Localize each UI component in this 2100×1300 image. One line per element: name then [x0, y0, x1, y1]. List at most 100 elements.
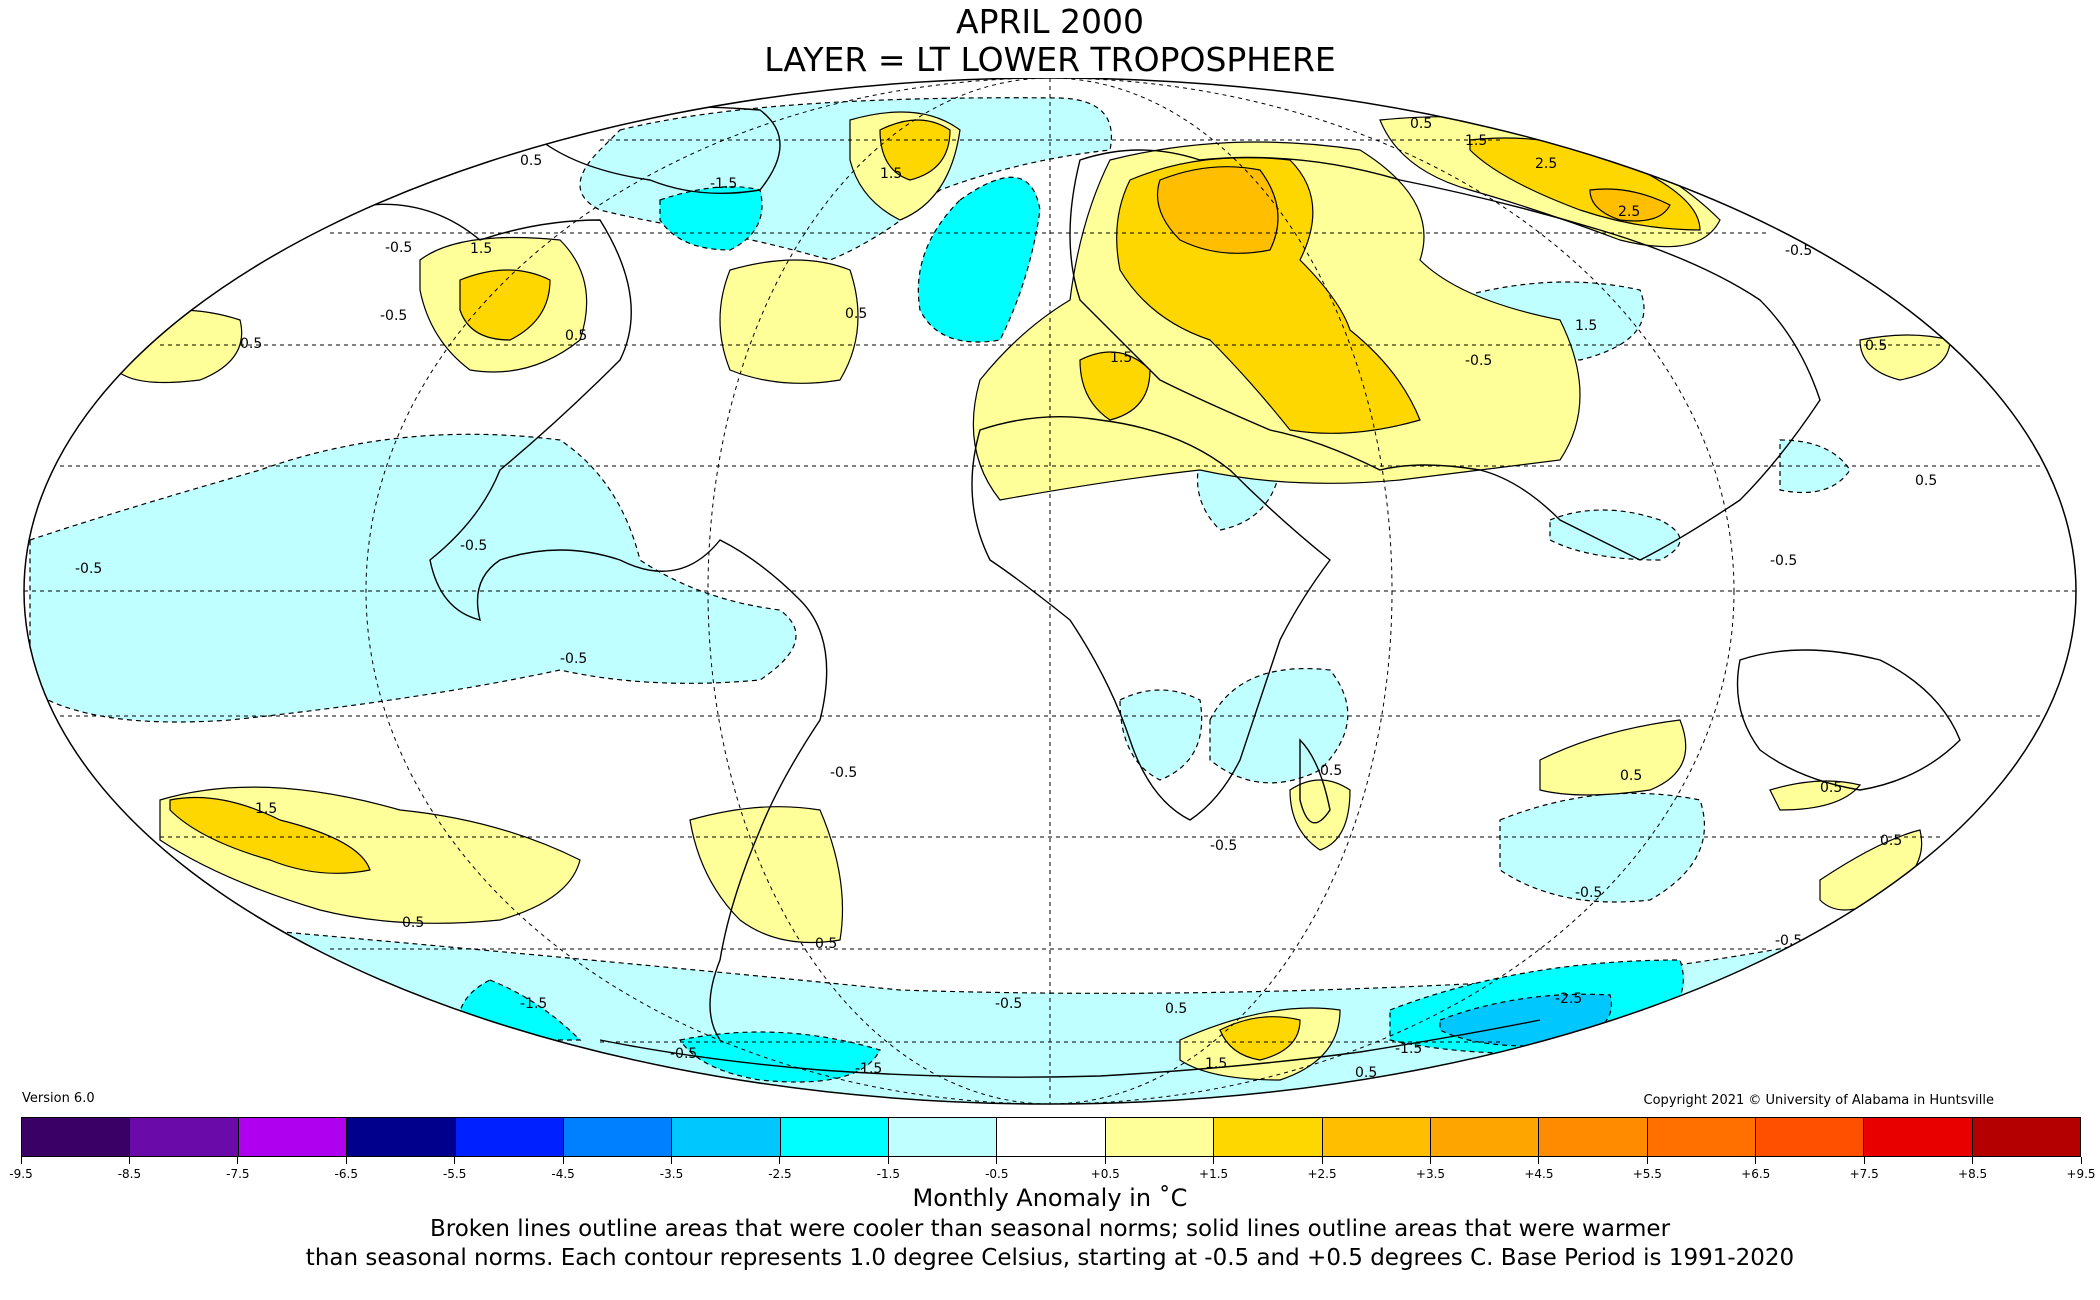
colorbar-tick-label: +7.5: [1849, 1167, 1879, 1181]
svg-text:0.5: 0.5: [240, 336, 262, 352]
svg-text:-1.5: -1.5: [520, 996, 547, 1012]
colorbar-tick-label: -3.5: [659, 1167, 684, 1181]
colorbar-tick: [1646, 1157, 1648, 1164]
graticule: [24, 78, 2076, 1104]
svg-text:0.5: 0.5: [1865, 338, 1887, 354]
colorbar-tick-label: +4.5: [1524, 1167, 1554, 1181]
svg-text:0.5: 0.5: [565, 328, 587, 344]
svg-text:-0.5: -0.5: [460, 538, 487, 554]
colorbar-tick: [237, 1157, 239, 1164]
warm-strongest-regions: [1156, 166, 1671, 254]
svg-text:-0.5: -0.5: [995, 996, 1022, 1012]
svg-text:1.5: 1.5: [470, 241, 492, 257]
copyright-label: Copyright 2021 © University of Alabama i…: [1643, 1093, 1994, 1108]
svg-text:1.5: 1.5: [1205, 1056, 1227, 1072]
colorbar-swatch: [1539, 1118, 1648, 1156]
colorbar-swatch: [780, 1118, 889, 1156]
svg-text:0.5: 0.5: [402, 915, 424, 931]
colorbar-swatch: [889, 1118, 998, 1156]
svg-text:0.5: 0.5: [1410, 116, 1432, 132]
colorbar-tick: [996, 1157, 998, 1164]
colorbar-tick-label: +8.5: [1958, 1167, 1988, 1181]
colorbar-swatch: [347, 1118, 456, 1156]
colorbar-swatch: [1756, 1118, 1865, 1156]
svg-text:-0.5: -0.5: [1575, 885, 1602, 901]
colorbar-swatch: [1322, 1118, 1431, 1156]
colorbar-swatch: [997, 1118, 1106, 1156]
colorbar-tick: [1429, 1157, 1431, 1164]
svg-text:1.5: 1.5: [880, 166, 902, 182]
colorbar-tick-label: +2.5: [1307, 1167, 1337, 1181]
colorbar-tick: [1213, 1157, 1215, 1164]
svg-text:2.5: 2.5: [1618, 204, 1640, 220]
colorbar-swatch: [1972, 1118, 2081, 1156]
colorbar-tick: [1538, 1157, 1540, 1164]
colorbar-label: Monthly Anomaly in ˚C: [912, 1184, 1188, 1212]
map-title: APRIL 2000: [956, 2, 1144, 41]
version-label: Version 6.0: [22, 1091, 95, 1106]
colorbar-tick-label: +9.5: [2066, 1167, 2096, 1181]
svg-text:-0.5: -0.5: [1465, 353, 1492, 369]
svg-text:-0.5: -0.5: [1210, 838, 1237, 854]
svg-text:-0.5: -0.5: [560, 651, 587, 667]
svg-text:-1.5: -1.5: [1395, 1041, 1422, 1057]
colorbar-swatch: [238, 1118, 348, 1156]
colorbar-tick: [1321, 1157, 1323, 1164]
map-subtitle: LAYER = LT LOWER TROPOSPHERE: [764, 40, 1336, 79]
colorbar-swatch: [1214, 1118, 1323, 1156]
colorbar-tick: [779, 1157, 781, 1164]
colorbar-tick-label: -4.5: [551, 1167, 575, 1181]
colorbar-tick: [345, 1157, 347, 1164]
colorbar-tick-label: -6.5: [334, 1167, 358, 1181]
colorbar-tick-label: -5.5: [442, 1167, 467, 1181]
colorbar-tick: [562, 1157, 564, 1164]
colorbar: [21, 1117, 2081, 1157]
colorbar-tick: [128, 1157, 130, 1164]
contour-labels: 1.5 0.5 -1.5 1.5 -0.5 0.5 -0.5 0.5 0.5 1…: [75, 116, 1937, 1081]
colorbar-swatch: [1647, 1118, 1756, 1156]
colorbar-swatch: [1864, 1118, 1973, 1156]
colorbar-tick-label: +0.5: [1090, 1167, 1120, 1181]
svg-text:1.5: 1.5: [255, 801, 277, 817]
colorbar-tick-label: +5.5: [1632, 1167, 1662, 1181]
colorbar-tick-label: -9.5: [9, 1167, 33, 1181]
svg-text:0.5: 0.5: [1320, 763, 1342, 779]
colorbar-tick-label: -0.5: [985, 1167, 1009, 1181]
colorbar-swatch: [1105, 1118, 1215, 1156]
svg-text:0.5: 0.5: [1165, 1001, 1187, 1017]
svg-text:1.5: 1.5: [1575, 318, 1597, 334]
colorbar-tick: [1104, 1157, 1106, 1164]
caption-line-2: than seasonal norms. Each contour repres…: [305, 1245, 1795, 1271]
svg-text:-0.5: -0.5: [1785, 243, 1812, 259]
colorbar-tick: [1863, 1157, 1865, 1164]
colorbar-tick: [454, 1157, 456, 1164]
colorbar-swatch: [1430, 1118, 1540, 1156]
anomaly-map: 1.5 0.5 -1.5 1.5 -0.5 0.5 -0.5 0.5 0.5 1…: [23, 78, 2077, 1105]
colorbar-tick-label: -8.5: [117, 1167, 142, 1181]
svg-text:0.5: 0.5: [1355, 1065, 1377, 1081]
colorbar-tick-label: -7.5: [226, 1167, 250, 1181]
svg-text:-0.5: -0.5: [385, 240, 412, 256]
colorbar-tick-label: -2.5: [768, 1167, 792, 1181]
colorbar-tick: [1755, 1157, 1757, 1164]
caption-line-1: Broken lines outline areas that were coo…: [429, 1216, 1671, 1242]
svg-text:0.5: 0.5: [1915, 473, 1937, 489]
svg-text:-1.5: -1.5: [855, 1061, 882, 1077]
colorbar-tick-label: +6.5: [1741, 1167, 1771, 1181]
svg-text:-0.5: -0.5: [380, 308, 407, 324]
colorbar-swatch: [672, 1118, 781, 1156]
colorbar-swatch: [455, 1118, 564, 1156]
svg-text:0.5: 0.5: [845, 306, 867, 322]
colorbar-tick: [671, 1157, 673, 1164]
svg-text:0.5: 0.5: [1820, 780, 1842, 796]
colorbar-tick: [2080, 1157, 2082, 1164]
svg-text:0.5: 0.5: [1620, 768, 1642, 784]
svg-text:0.5: 0.5: [1880, 833, 1902, 849]
colorbar-swatch: [563, 1118, 673, 1156]
colorbar-swatch: [130, 1118, 239, 1156]
colorbar-tick-label: -1.5: [876, 1167, 901, 1181]
colorbar-tick-label: +3.5: [1415, 1167, 1446, 1181]
svg-text:-2.5: -2.5: [1555, 991, 1582, 1007]
colorbar-tick: [20, 1157, 22, 1164]
svg-text:-1.5: -1.5: [710, 176, 737, 192]
